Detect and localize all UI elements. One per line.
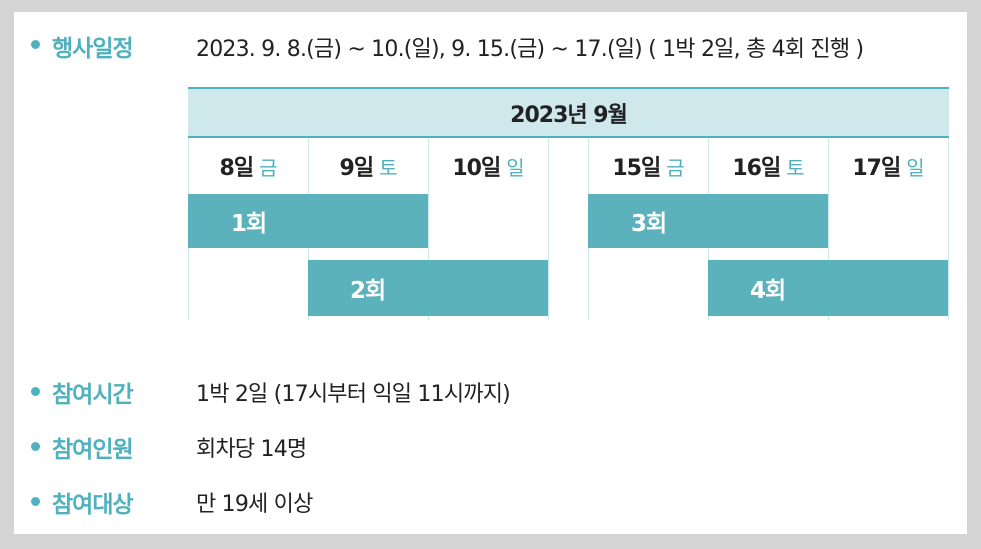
people-value: 회차당 14명 (196, 437, 307, 462)
weekday-label: 일 (906, 155, 924, 180)
day-cell: 17일 일 (828, 138, 948, 194)
day-number: 9일 (339, 156, 375, 181)
session-bar-3: 3회 (588, 194, 828, 248)
schedule-value: 2023. 9. 8.(금) ~ 10.(일), 9. 15.(금) ~ 17.… (196, 37, 864, 62)
weekday-label: 토 (786, 155, 804, 180)
schedule-bullet (31, 40, 40, 49)
day-number: 8일 (219, 156, 255, 181)
grid-line (548, 138, 549, 320)
schedule-label: 행사일정 (52, 36, 134, 62)
session-bar-4: 4회 (708, 260, 948, 316)
session-bar-1: 1회 (188, 194, 428, 248)
session-label: 1회 (231, 211, 267, 237)
day-number: 15일 (612, 156, 661, 181)
people-bullet (31, 442, 40, 451)
session-label: 2회 (350, 278, 386, 304)
time-label: 참여시간 (52, 382, 134, 408)
weekday-label: 금 (259, 155, 277, 180)
grid-line (828, 138, 829, 320)
day-cell: 15일 금 (588, 138, 708, 194)
weekday-label: 일 (506, 155, 524, 180)
grid-line (428, 138, 429, 320)
day-cell: 8일 금 (188, 138, 308, 194)
target-label: 참여대상 (52, 492, 134, 518)
people-label: 참여인원 (52, 437, 134, 463)
session-bar-2: 2회 (308, 260, 548, 316)
calendar-title: 2023년 9월 (188, 87, 949, 138)
time-bullet (31, 387, 40, 396)
day-number: 17일 (852, 156, 901, 181)
session-label: 3회 (631, 211, 667, 237)
target-value: 만 19세 이상 (196, 492, 313, 517)
weekday-label: 토 (379, 155, 397, 180)
time-value: 1박 2일 (17시부터 익일 11시까지) (196, 382, 511, 407)
grid-line (948, 138, 949, 320)
day-number: 16일 (732, 156, 781, 181)
target-bullet (31, 497, 40, 506)
day-cell: 9일 토 (308, 138, 428, 194)
day-cell: 10일 일 (428, 138, 548, 194)
weekday-label: 금 (666, 155, 684, 180)
info-panel: 행사일정 2023. 9. 8.(금) ~ 10.(일), 9. 15.(금) … (14, 12, 967, 534)
day-number: 10일 (452, 156, 501, 181)
session-label: 4회 (750, 278, 786, 304)
day-cell: 16일 토 (708, 138, 828, 194)
schedule-calendar: 2023년 9월 8일 금 9일 토 10일 일 15일 금 16일 토 17일 일 (188, 87, 949, 320)
